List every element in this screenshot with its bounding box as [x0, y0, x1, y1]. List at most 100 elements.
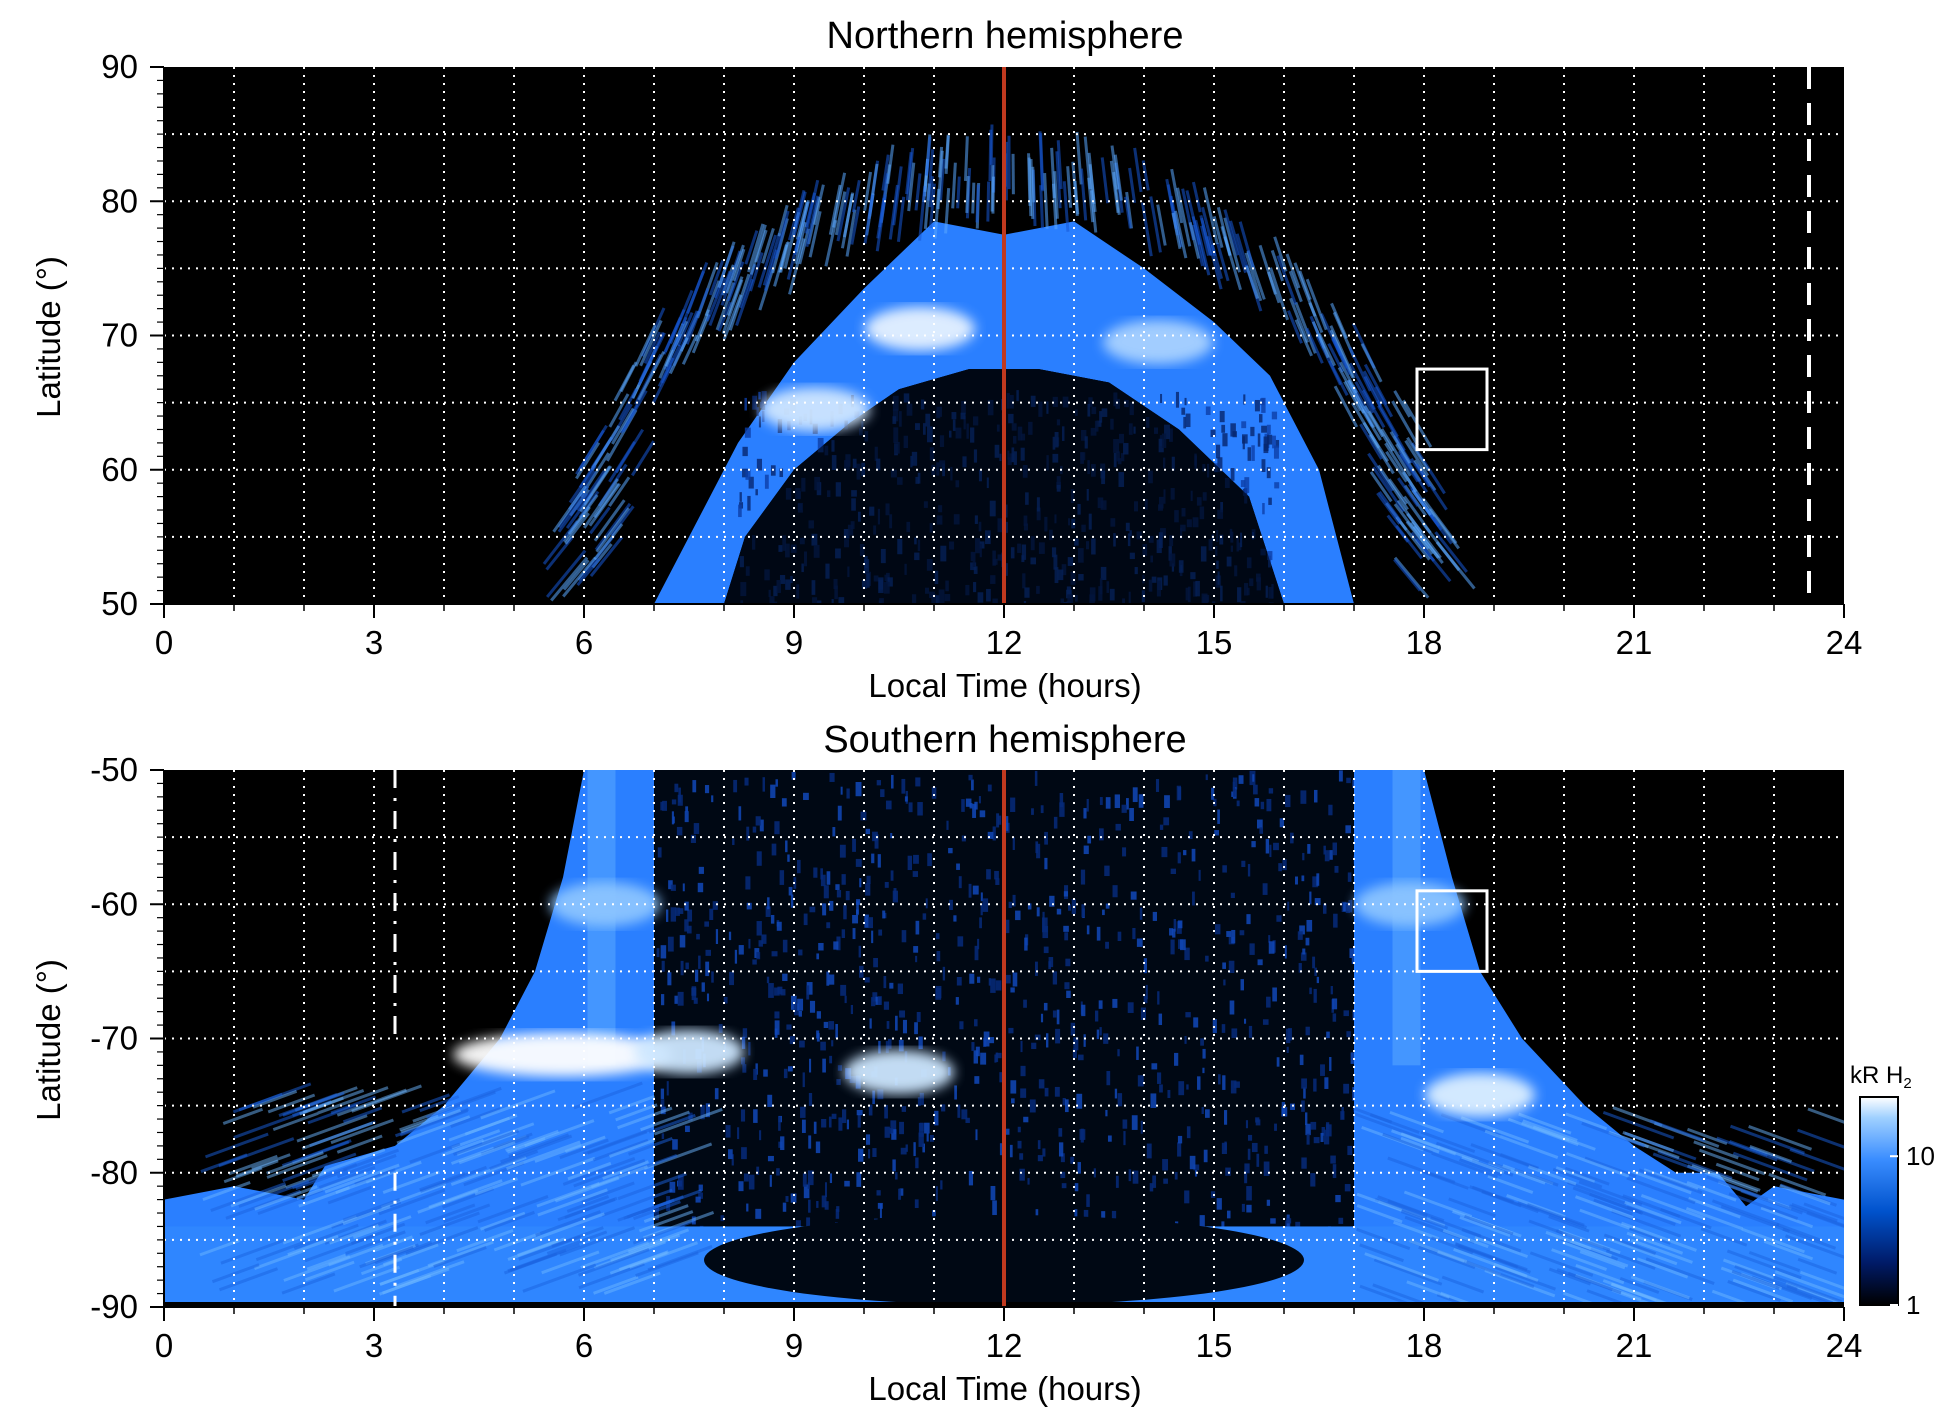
band-streak: [1156, 204, 1167, 246]
band-streak: [199, 1239, 240, 1257]
band-streak: [1640, 1194, 1706, 1220]
speckle: [779, 468, 784, 478]
band-streak: [1711, 1199, 1780, 1227]
speckle: [781, 798, 787, 807]
speckle: [1238, 775, 1244, 784]
band-streak: [618, 388, 638, 421]
speckle: [1052, 971, 1058, 985]
speckle: [785, 840, 788, 853]
speckle: [1201, 1107, 1204, 1115]
speckle: [1286, 1046, 1289, 1053]
band-streak: [1768, 1172, 1827, 1197]
band-streak: [634, 324, 657, 367]
speckle: [1040, 1013, 1044, 1023]
band-streak: [1276, 255, 1298, 305]
band-streak: [971, 182, 976, 214]
region-box: [1415, 367, 1489, 452]
band-streak: [534, 1143, 582, 1163]
speckle: [692, 780, 697, 793]
band-streak: [1459, 1215, 1511, 1238]
band-streak: [507, 1243, 581, 1273]
speckle: [1240, 480, 1246, 488]
band-streak: [1305, 278, 1328, 331]
band-streak: [592, 1138, 649, 1162]
x-tick-label: 24: [1826, 1327, 1863, 1364]
band-streak: [489, 1149, 539, 1171]
speckle: [992, 1200, 997, 1216]
speckle: [979, 917, 982, 929]
speckle: [972, 885, 979, 895]
speckle: [978, 796, 981, 804]
band-streak: [218, 1267, 279, 1292]
speckle: [884, 881, 889, 888]
band-streak: [581, 1181, 635, 1204]
south-axes: 0 3 6 9 12 15 18 21 24 -90 -80 -70 -60 -50: [90, 751, 1862, 1364]
band-streak: [1294, 319, 1313, 357]
speckle: [1161, 846, 1168, 858]
speckle: [822, 903, 827, 916]
speckle: [1005, 1128, 1010, 1135]
speckle: [675, 907, 680, 916]
speckle: [890, 833, 893, 839]
speckle: [1285, 794, 1291, 808]
band-streak: [1128, 167, 1137, 204]
speckle: [674, 783, 679, 793]
band-streak: [1779, 1184, 1831, 1206]
speckle: [1243, 1018, 1247, 1024]
band-streak: [573, 1158, 646, 1188]
speckle: [1272, 435, 1276, 449]
speckle: [982, 898, 989, 912]
band-streak: [588, 482, 622, 527]
speckle: [987, 831, 994, 839]
speckle: [1226, 1210, 1231, 1219]
speckle: [1246, 1204, 1252, 1213]
speckle: [1098, 828, 1104, 841]
speckle: [833, 941, 839, 950]
speckle: [829, 772, 835, 782]
band-streak: [480, 1211, 526, 1231]
speckle: [799, 1040, 805, 1048]
speckle: [1345, 825, 1351, 834]
band-streak: [281, 1272, 336, 1295]
speckle: [900, 1147, 907, 1155]
speckle: [1019, 1168, 1025, 1181]
speckle: [1255, 1117, 1260, 1123]
band-streak: [1220, 225, 1232, 257]
speckle: [1276, 915, 1282, 922]
speckle: [742, 1028, 748, 1038]
speckle: [1324, 1077, 1329, 1089]
speckle: [801, 1119, 806, 1133]
band-streak: [545, 549, 587, 598]
speckle: [1105, 941, 1109, 949]
speckle: [1074, 1209, 1078, 1222]
speckle: [1010, 797, 1016, 812]
speckle: [898, 1188, 901, 1200]
speckle: [926, 1133, 929, 1142]
band-streak: [603, 1271, 661, 1295]
speckle: [1244, 1170, 1248, 1184]
speckle: [809, 1058, 812, 1073]
speckle: [767, 1094, 773, 1107]
band-streak: [1602, 1110, 1675, 1140]
band-streak: [567, 494, 599, 535]
speckle: [1253, 784, 1258, 795]
speckle: [969, 803, 973, 809]
band-streak: [794, 221, 807, 265]
band-streak: [1360, 343, 1383, 383]
speckle: [748, 1042, 751, 1056]
band-streak: [1579, 1250, 1626, 1270]
band-streak: [676, 312, 694, 347]
band-streak: [577, 1248, 650, 1277]
speckle: [865, 828, 871, 835]
speckle: [956, 863, 960, 870]
band-streak: [293, 1223, 359, 1250]
speckle: [823, 885, 829, 899]
band-streak: [1453, 1247, 1528, 1278]
speckle: [1174, 1172, 1178, 1180]
y-tick-label: 80: [101, 182, 138, 219]
band-streak: [1408, 1239, 1468, 1264]
band-streak: [1140, 202, 1153, 257]
band-streak: [1548, 1215, 1590, 1233]
band-streak: [233, 1109, 308, 1139]
band-streak: [238, 1179, 310, 1208]
